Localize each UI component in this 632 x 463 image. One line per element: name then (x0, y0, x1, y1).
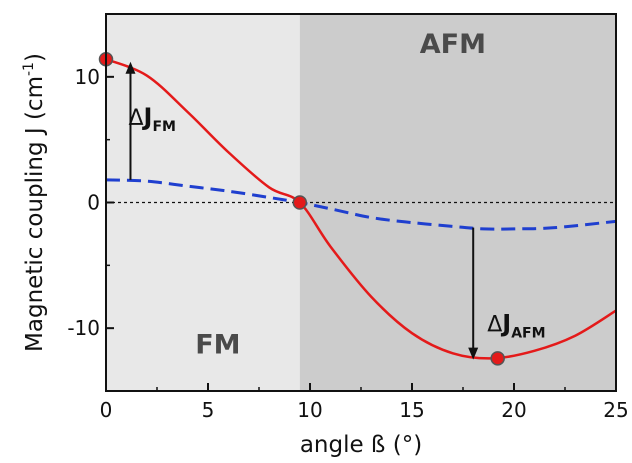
region-label-afm: AFM (420, 29, 486, 60)
x-tick-label: 15 (399, 398, 424, 422)
axis-ticks: 0 5 10 15 20 25 -10 0 10 (67, 65, 628, 422)
y-tick-label: -10 (67, 316, 100, 340)
x-tick-label: 5 (202, 398, 215, 422)
region-labels: FM AFM (195, 29, 486, 360)
solid-curve (105, 58, 617, 360)
y-axis-label-main: Magnetic coupling J (cm (22, 76, 48, 352)
dashed-curve (105, 178, 617, 231)
x-tick-label: 0 (100, 398, 113, 422)
delta-symbol: Δ (128, 106, 143, 131)
marker-2 (490, 351, 505, 366)
label-delta-j-fm: ΔJFM (128, 103, 176, 135)
marker-1 (292, 195, 308, 210)
x-tick-label: 20 (501, 398, 526, 422)
y-axis-label-sup: -1 (21, 62, 37, 76)
label-delta-j-afm: ΔJAFM (487, 310, 545, 342)
j-symbol: J (142, 103, 153, 131)
y-axis-label: Magnetic coupling J (cm-1) (21, 53, 48, 352)
region-label-fm: FM (195, 329, 240, 360)
x-tick-label: 25 (603, 398, 628, 422)
y-axis-label-close: ) (22, 53, 48, 62)
j-subscript: FM (152, 119, 176, 135)
x-tick-label: 10 (297, 398, 322, 422)
arrowhead-fm (125, 61, 136, 74)
j-subscript: AFM (511, 326, 545, 342)
arrowhead-afm (468, 347, 479, 360)
x-axis-label: angle ß (°) (300, 432, 422, 458)
j-symbol: J (500, 310, 511, 338)
y-tick-label: 0 (87, 191, 100, 215)
y-tick-label: 10 (75, 65, 100, 89)
delta-symbol: Δ (487, 313, 502, 338)
